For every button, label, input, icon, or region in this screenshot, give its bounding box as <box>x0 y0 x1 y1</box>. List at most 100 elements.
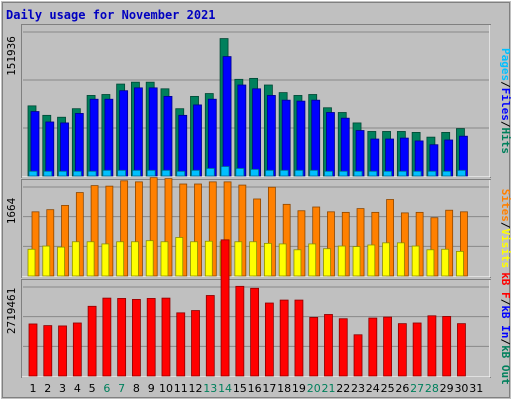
bar-sites <box>297 210 306 277</box>
bar-files <box>148 87 158 177</box>
bar-sites <box>282 203 291 277</box>
bar-files <box>444 139 454 177</box>
bar-files <box>207 98 217 177</box>
bar-sites <box>179 183 188 277</box>
bar-sites <box>135 181 143 277</box>
bar-files <box>326 112 335 177</box>
x-tick-label: 31 <box>469 382 483 395</box>
series-legend: Pages/Files/Hits <box>499 48 512 154</box>
bar-pages <box>220 166 230 177</box>
bar-pages <box>324 170 333 177</box>
bar-kb-f <box>412 322 422 377</box>
bar-pages <box>87 170 97 177</box>
bar-files <box>178 114 188 177</box>
bar-files <box>237 84 247 177</box>
bar-visits <box>42 245 51 277</box>
bar-sites <box>208 181 217 277</box>
x-tick-label: 17 <box>262 382 276 395</box>
bar-sites <box>415 211 424 277</box>
bar-kb-f <box>457 323 466 377</box>
bar-pages <box>102 169 112 177</box>
bar-visits <box>86 241 95 277</box>
bar-kb-f <box>264 302 274 377</box>
bar-pages <box>250 168 260 177</box>
bar-pages <box>161 169 171 177</box>
bar-sites <box>90 185 99 277</box>
bar-kb-f <box>309 317 319 377</box>
bar-files <box>266 95 276 177</box>
legend-part: Visits <box>499 229 512 269</box>
bar-pages <box>397 170 407 177</box>
bar-visits <box>204 240 213 277</box>
bar-kb-f <box>191 310 200 377</box>
x-tick-label: 5 <box>89 382 96 395</box>
legend-part: / <box>499 121 512 128</box>
bar-files <box>281 99 291 177</box>
bar-sites <box>341 211 350 277</box>
bar-sites <box>253 198 262 277</box>
bar-pages <box>294 169 304 177</box>
bar-files <box>252 88 262 177</box>
legend-part: Sites <box>499 189 512 222</box>
bar-visits <box>27 248 36 277</box>
bar-visits <box>367 244 376 277</box>
bar-visits <box>145 240 154 277</box>
bar-pages <box>132 169 141 177</box>
legend-part: kB Out <box>499 345 512 385</box>
bar-kb-f <box>132 299 141 377</box>
bar-files <box>45 121 55 177</box>
bar-pages <box>72 170 82 177</box>
bar-pages <box>43 170 53 177</box>
bar-visits <box>382 242 390 277</box>
bar-files <box>104 98 114 177</box>
bar-visits <box>337 245 346 277</box>
bar-visits <box>396 242 405 277</box>
bar-kb-f <box>250 287 260 377</box>
bar-visits <box>308 243 317 277</box>
x-tick-label: 2 <box>44 382 51 395</box>
series-legend: kB F/kB In/kB Out <box>499 272 512 385</box>
y-max-label: 151936 <box>5 36 18 76</box>
bar-files <box>163 95 173 177</box>
bar-sites <box>120 180 129 277</box>
bar-kb-f <box>43 325 53 377</box>
bar-kb-f <box>235 285 245 377</box>
series-legend: Sites/Visits <box>499 189 512 269</box>
legend-part: Hits <box>499 128 512 155</box>
x-tick-label: 14 <box>218 382 232 395</box>
bar-visits <box>131 241 139 277</box>
x-tick-label: 15 <box>233 382 247 395</box>
bar-pages <box>457 169 466 177</box>
bar-sites <box>460 211 468 277</box>
x-tick-label: 19 <box>292 382 306 395</box>
x-tick-label: 21 <box>321 382 335 395</box>
bar-visits <box>352 246 361 277</box>
bar-visits <box>190 241 198 277</box>
bar-pages <box>412 170 422 177</box>
bar-kb-f <box>368 317 378 377</box>
bar-pages <box>264 169 274 177</box>
bar-visits <box>411 245 420 277</box>
bar-kb-f <box>338 318 348 377</box>
bar-sites <box>327 211 335 277</box>
legend-part: Files <box>499 88 512 121</box>
bar-pages <box>176 170 186 177</box>
x-tick-label: 27 <box>410 382 424 395</box>
bar-kb-f <box>58 325 67 377</box>
bar-pages <box>309 169 319 177</box>
bar-visits <box>160 241 169 277</box>
bar-visits <box>249 241 258 277</box>
bar-pages <box>146 169 156 177</box>
x-tick-label: 23 <box>351 382 365 395</box>
bar-sites <box>238 184 247 277</box>
bar-kb-f <box>279 299 289 377</box>
bar-visits <box>441 248 450 277</box>
bar-files <box>193 104 202 177</box>
bar-visits <box>175 237 184 277</box>
legend-part: / <box>499 222 512 229</box>
bar-pages <box>205 168 215 177</box>
legend-part: / <box>499 338 512 345</box>
bar-sites <box>445 209 454 277</box>
